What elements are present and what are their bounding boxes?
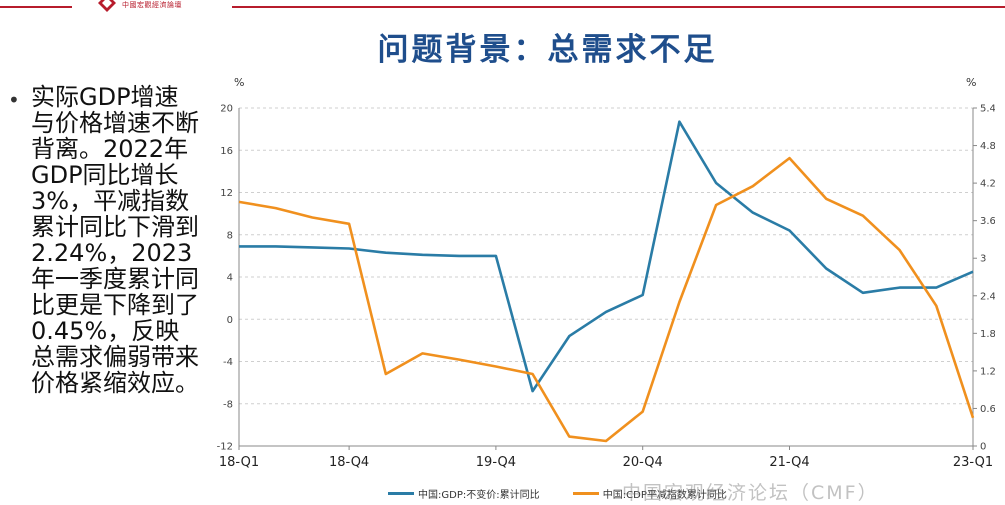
left-tick-label: -4 (223, 357, 233, 368)
legend-item-gdp: 中国:GDP:不变价:累计同比 (388, 486, 540, 501)
right-tick-label: 4.2 (980, 179, 995, 190)
series-line-deflator (239, 158, 973, 441)
x-tick-label: 20-Q4 (623, 455, 663, 470)
left-tick-label: 8 (227, 230, 233, 241)
x-tick-label: 21-Q4 (769, 455, 809, 470)
left-tick-label: -8 (223, 399, 233, 410)
right-tick-label: 0 (980, 442, 986, 453)
right-tick-label: 1.2 (980, 366, 995, 377)
right-axis: 0 0.6 1.2 1.8 2.4 3 3.6 4.2 4.8 5.4 (973, 104, 995, 453)
page-title: 问题背景：总需求不足 (0, 24, 1005, 69)
x-tick-label: 23-Q1 (953, 455, 993, 470)
left-tick-label: -12 (217, 442, 233, 453)
bullet-symbol: • (8, 88, 20, 112)
left-axis: -12 -8 -4 0 4 8 12 16 20 (217, 104, 239, 453)
watermark: 中国宏观经济论坛（CMF） (622, 478, 879, 505)
forum-logo-icon (98, 0, 116, 12)
chart-grid (239, 108, 973, 446)
right-tick-label: 1.8 (980, 329, 995, 340)
right-axis-unit: % (966, 76, 976, 89)
x-axis: 18-Q1 18-Q4 19-Q4 20-Q4 21-Q4 23-Q1 (219, 446, 993, 470)
right-tick-label: 2.4 (980, 291, 995, 302)
right-tick-label: 4.8 (980, 141, 995, 152)
legend-swatch-gdp (388, 492, 414, 495)
header-line-left (0, 6, 72, 8)
x-tick-label: 18-Q4 (329, 455, 369, 470)
forum-logo-text: 中國宏觀經濟論壇 (122, 0, 182, 10)
legend-label-gdp: 中国:GDP:不变价:累计同比 (418, 486, 540, 501)
left-tick-label: 20 (220, 104, 233, 115)
x-tick-label: 19-Q4 (476, 455, 516, 470)
series-line-gdp (239, 122, 973, 391)
chart-series (239, 122, 973, 441)
right-tick-label: 3 (980, 254, 986, 265)
left-tick-label: 4 (227, 273, 233, 284)
left-tick-label: 12 (220, 188, 233, 199)
right-tick-label: 5.4 (980, 104, 995, 115)
right-tick-label: 0.6 (980, 404, 995, 415)
left-axis-unit: % (234, 76, 244, 89)
bullet-text: 实际GDP增速与价格增速不断背离。2022年GDP同比增长3%，平减指数累计同比… (31, 84, 201, 396)
legend-swatch-deflator (573, 492, 599, 495)
gdp-deflator-chart: % % -12 -8 -4 0 4 8 12 16 20 0 0.6 1.2 1.8 2.4 3 3.6 4.… (205, 70, 995, 470)
x-tick-label: 18-Q1 (219, 455, 259, 470)
right-tick-label: 3.6 (980, 216, 995, 227)
header-line-right (232, 6, 1005, 8)
header-rule: 中國宏觀經濟論壇 (0, 0, 1005, 14)
left-tick-label: 16 (220, 146, 233, 157)
left-tick-label: 0 (227, 315, 233, 326)
